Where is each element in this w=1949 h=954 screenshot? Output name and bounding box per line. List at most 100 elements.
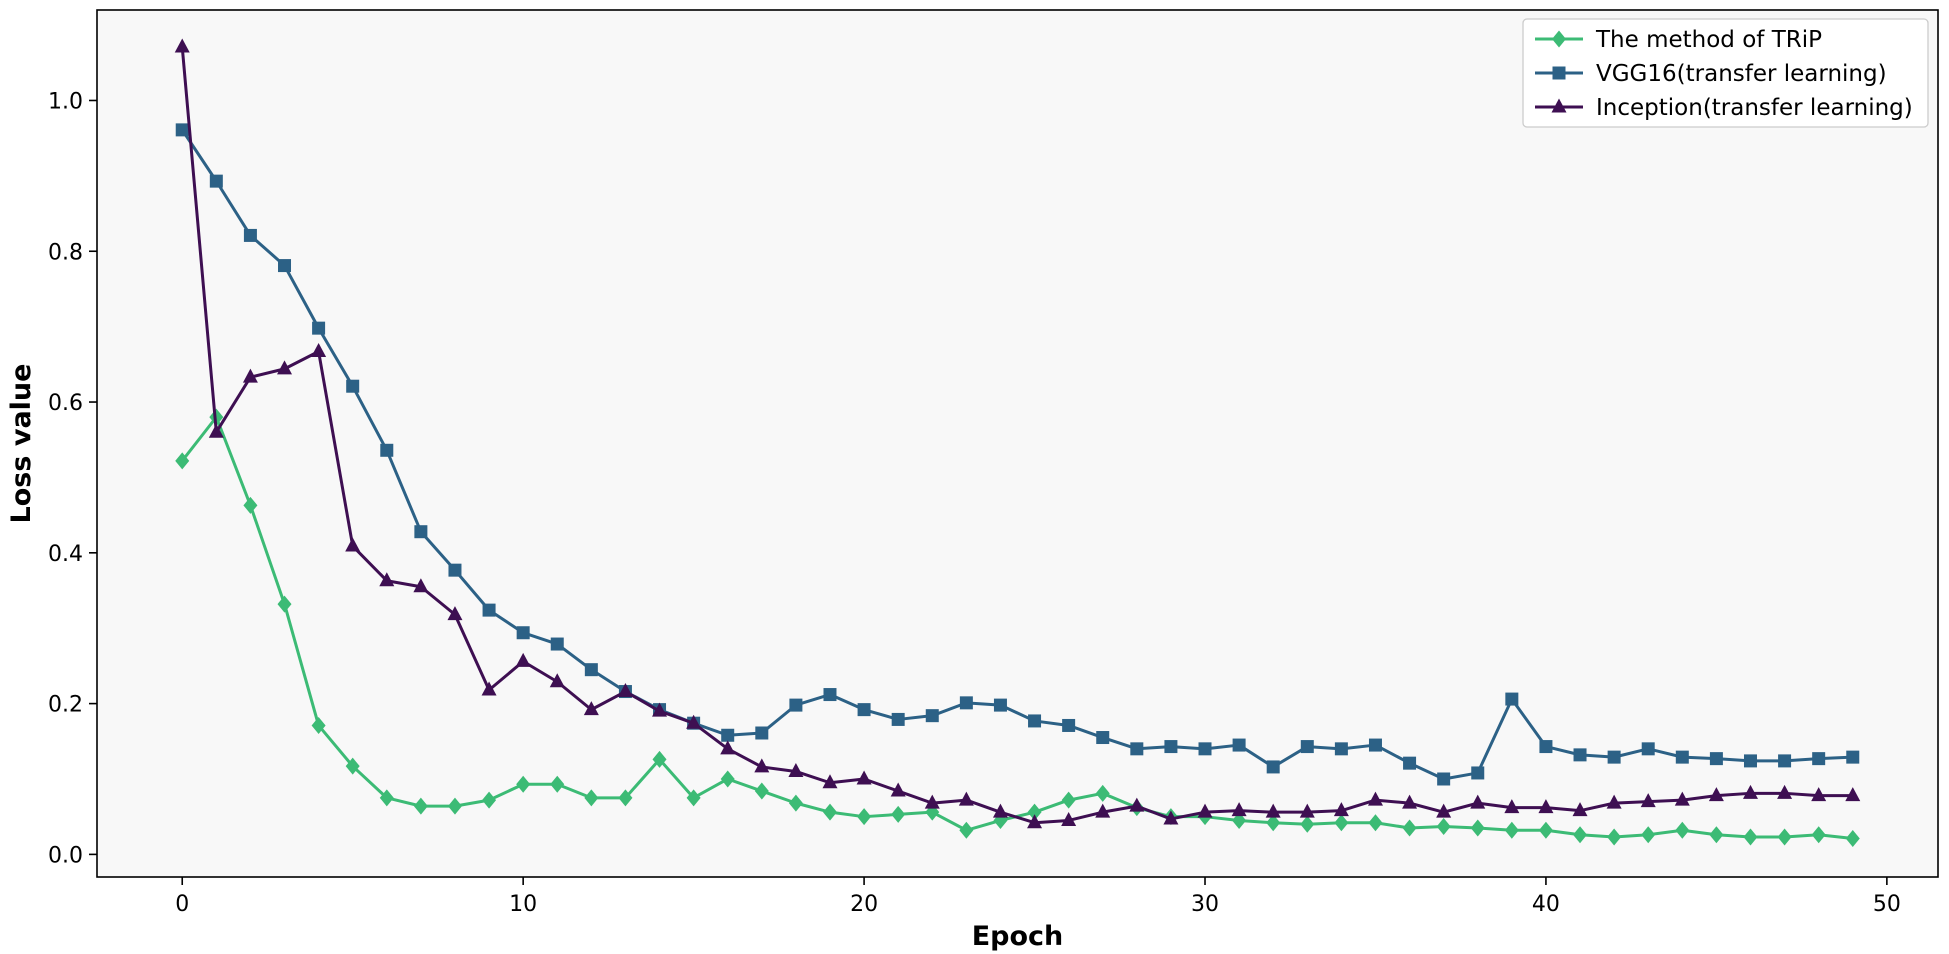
data-point xyxy=(277,360,293,375)
data-point xyxy=(1845,830,1860,848)
legend-box xyxy=(1522,18,1929,128)
y-axis-ticks: 0.0 0.2 0.4 0.6 0.8 1.0 xyxy=(48,89,97,868)
data-point xyxy=(1368,738,1382,752)
plot-frame xyxy=(96,9,1939,878)
data-point xyxy=(1470,819,1485,837)
data-point xyxy=(1640,793,1656,808)
data-point xyxy=(1641,826,1656,844)
data-point xyxy=(1061,811,1077,826)
y-tick-label: 0.4 xyxy=(48,542,83,567)
data-point xyxy=(414,525,428,539)
x-tick-label: 40 xyxy=(1532,892,1560,917)
x-axis-title: Epoch xyxy=(972,921,1064,952)
data-point xyxy=(1130,742,1144,756)
data-point xyxy=(1027,814,1043,829)
data-point xyxy=(175,452,190,470)
data-point xyxy=(516,775,531,793)
data-point xyxy=(1675,821,1690,839)
data-point xyxy=(1061,791,1076,809)
data-point xyxy=(1164,740,1178,754)
data-point xyxy=(413,578,429,593)
data-point xyxy=(822,803,837,821)
data-point xyxy=(209,174,223,188)
data-point xyxy=(925,709,939,723)
data-point xyxy=(1062,718,1076,732)
data-point xyxy=(720,740,736,755)
data-point xyxy=(1266,760,1280,774)
data-point xyxy=(1538,821,1553,839)
data-point xyxy=(345,537,361,552)
data-point xyxy=(1232,811,1247,829)
x-tick-label: 30 xyxy=(1191,892,1219,917)
data-point xyxy=(959,696,973,710)
data-point xyxy=(1266,814,1281,832)
data-point xyxy=(1096,731,1110,745)
data-point xyxy=(1709,826,1724,844)
legend-item: The method of TRiP xyxy=(1535,27,1822,53)
data-point xyxy=(1504,799,1520,814)
data-point xyxy=(1777,828,1792,846)
data-point xyxy=(754,758,770,773)
data-point xyxy=(550,775,565,793)
data-point xyxy=(481,681,497,696)
data-point xyxy=(823,688,837,702)
data-point xyxy=(1539,740,1553,754)
data-point xyxy=(992,803,1008,818)
data-point xyxy=(277,595,292,613)
data-point xyxy=(958,791,974,806)
data-point xyxy=(482,603,496,617)
data-point xyxy=(584,789,599,807)
data-point xyxy=(584,663,598,677)
data-point xyxy=(1811,787,1827,802)
data-point xyxy=(447,797,462,815)
data-point xyxy=(1607,750,1621,764)
data-point xyxy=(549,673,565,688)
data-point xyxy=(413,797,428,815)
data-point xyxy=(1129,797,1145,812)
data-point xyxy=(346,379,360,393)
data-point xyxy=(1265,803,1281,818)
x-axis-ticks: 0 10 20 30 40 50 xyxy=(175,877,1901,917)
legend-swatch-marker xyxy=(1551,98,1567,113)
data-point xyxy=(754,782,769,800)
data-point xyxy=(175,123,189,137)
data-point xyxy=(311,343,327,358)
data-point xyxy=(652,702,668,717)
data-point xyxy=(788,794,803,812)
data-point xyxy=(1778,754,1792,768)
data-point xyxy=(243,228,257,242)
legend-swatch-marker xyxy=(1552,66,1566,80)
data-point xyxy=(1641,742,1655,756)
data-point xyxy=(1675,750,1689,764)
data-point xyxy=(447,606,463,621)
data-point xyxy=(1403,756,1417,770)
data-point xyxy=(891,805,906,823)
data-point xyxy=(174,38,190,53)
data-point xyxy=(924,794,940,809)
data-point xyxy=(1743,754,1757,768)
data-point xyxy=(1197,803,1213,818)
data-point xyxy=(1572,802,1588,817)
data-point xyxy=(617,683,633,698)
data-point xyxy=(1742,784,1758,799)
data-point xyxy=(789,698,803,712)
x-tick-label: 0 xyxy=(175,892,189,917)
legend: The method of TRiP VGG16(transfer learnin… xyxy=(1522,18,1929,128)
data-point xyxy=(857,808,872,826)
data-point xyxy=(583,701,599,716)
data-point xyxy=(686,714,702,729)
x-tick-label: 50 xyxy=(1873,892,1901,917)
data-point xyxy=(1232,738,1246,752)
data-point xyxy=(1811,826,1826,844)
data-point xyxy=(890,782,906,797)
data-point xyxy=(1333,802,1349,817)
data-point xyxy=(652,750,667,768)
data-point xyxy=(1368,814,1383,832)
data-point xyxy=(857,703,871,717)
y-tick-label: 0.0 xyxy=(48,843,83,868)
data-point xyxy=(379,572,395,587)
data-point xyxy=(993,698,1007,712)
y-tick-label: 1.0 xyxy=(48,89,83,114)
data-point xyxy=(345,757,360,775)
data-point xyxy=(1300,815,1315,833)
